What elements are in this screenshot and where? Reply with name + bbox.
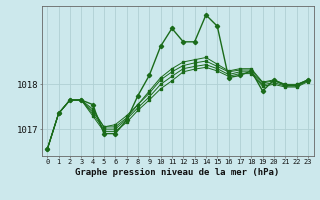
X-axis label: Graphe pression niveau de la mer (hPa): Graphe pression niveau de la mer (hPa) — [76, 168, 280, 177]
